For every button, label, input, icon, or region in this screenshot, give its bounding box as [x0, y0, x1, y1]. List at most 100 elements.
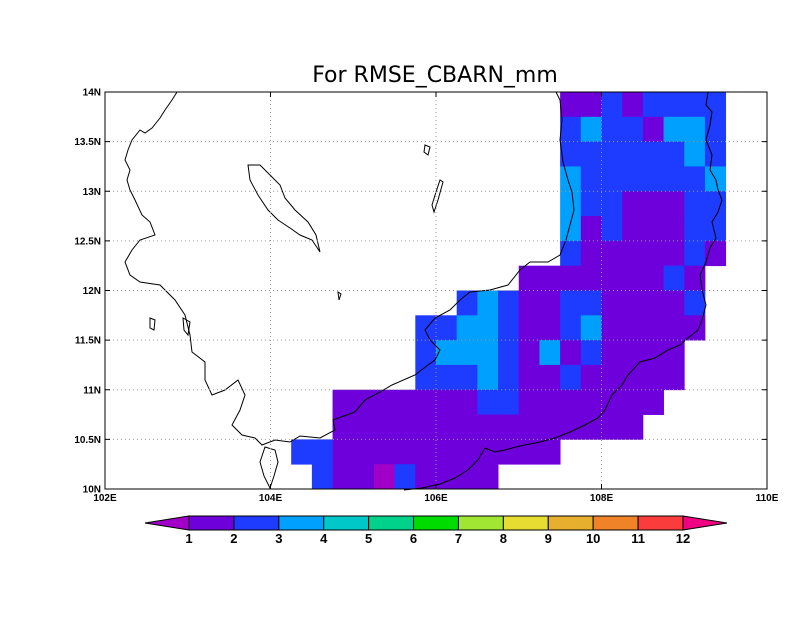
- y-tick-label: 13N: [83, 187, 101, 198]
- heatmap-cell: [560, 389, 582, 415]
- heatmap-cell: [518, 290, 540, 316]
- heatmap-cell: [456, 439, 478, 465]
- heatmap-cell: [539, 364, 561, 391]
- heatmap-cell: [436, 439, 458, 465]
- heatmap-cell: [663, 191, 685, 217]
- heatmap-cell: [373, 389, 396, 415]
- heatmap-cell: [415, 340, 437, 366]
- heatmap-cell: [518, 265, 540, 291]
- heatmap-cell: [539, 414, 561, 440]
- heatmap-cell: [580, 315, 602, 341]
- heatmap-cell: [580, 92, 602, 118]
- colorbar-label: 9: [545, 531, 552, 546]
- coastline-mainland: [124, 91, 575, 446]
- colorbar-low-arrow: [144, 515, 190, 531]
- colorbar-segment: [323, 515, 370, 531]
- heatmap-cell: [560, 141, 582, 167]
- y-tick-label: 13.5N: [74, 137, 101, 148]
- heatmap-cell: [436, 414, 458, 440]
- colorbar-segment: [368, 515, 415, 531]
- heatmap-cell: [560, 92, 582, 118]
- heatmap-cell: [518, 364, 540, 391]
- heatmap-cell: [580, 265, 602, 291]
- heatmap-cell: [622, 141, 644, 167]
- heatmap-cell: [394, 439, 416, 465]
- heatmap-cell: [642, 265, 664, 291]
- heatmap-cell: [704, 216, 727, 242]
- heatmap-cell: [332, 414, 354, 440]
- heatmap-cell: [415, 464, 437, 490]
- heatmap-cell: [332, 389, 354, 415]
- heatmap-cell: [477, 389, 499, 415]
- heatmap-cell: [601, 389, 623, 415]
- heatmap-cell: [663, 265, 685, 291]
- heatmap-cell: [622, 191, 644, 217]
- heatmap-cell: [477, 290, 499, 316]
- heatmap-cell: [622, 265, 644, 291]
- heatmap-cell: [518, 315, 540, 341]
- heatmap-cell: [601, 315, 623, 341]
- heatmap-cell: [622, 364, 644, 391]
- x-tick-label: 108E: [590, 493, 614, 504]
- heatmap-cell: [642, 389, 664, 415]
- y-tick-label: 11.5N: [75, 336, 101, 347]
- colorbar-label: 10: [586, 531, 600, 546]
- coastline-vietnam: [403, 91, 723, 491]
- heatmap-cell: [477, 464, 499, 490]
- heatmap-cell: [415, 439, 437, 465]
- heatmap-cell: [415, 414, 437, 440]
- heatmap-cell: [663, 315, 685, 341]
- heatmap-cell: [580, 389, 602, 415]
- heatmap-cell: [477, 340, 499, 366]
- colorbar-segment: [233, 515, 280, 531]
- heatmap-cell: [518, 389, 540, 415]
- heatmap-cell: [373, 439, 396, 465]
- colorbar-segment: [413, 515, 459, 531]
- heatmap-cell: [642, 191, 664, 217]
- heatmap-cell: [622, 340, 644, 366]
- y-tick-label: 12.5N: [74, 236, 101, 247]
- heatmap-cell: [415, 364, 437, 391]
- heatmap-cell: [456, 464, 478, 490]
- heatmap-cell: [477, 439, 499, 465]
- heatmap-cell: [353, 389, 375, 415]
- heatmap-cell: [498, 414, 520, 440]
- colorbar-label: 4: [320, 531, 328, 546]
- colorbar-label: 5: [365, 531, 372, 546]
- heatmap-cell: [622, 116, 644, 143]
- coastline-phu-quoc: [259, 446, 279, 490]
- heatmap-cell: [353, 414, 375, 440]
- heatmap-cell: [477, 315, 499, 341]
- colorbar-label: 6: [410, 531, 417, 546]
- x-tick-label: 106E: [424, 493, 448, 504]
- colorbar-label: 2: [230, 531, 237, 546]
- heatmap-cell: [518, 340, 540, 366]
- colorbar-label: 8: [500, 531, 507, 546]
- heatmap-cell: [580, 414, 602, 440]
- heatmap-cell: [704, 191, 727, 217]
- heatmap-cell: [498, 290, 520, 316]
- y-tick-label: 11N: [83, 385, 101, 396]
- y-tick-label: 10N: [83, 485, 101, 496]
- heatmap-cell: [498, 439, 520, 465]
- heatmap-cell: [704, 92, 727, 118]
- heatmap-cell: [560, 240, 582, 267]
- colorbar-high-arrow: [682, 515, 728, 531]
- colorbar-segment: [188, 515, 235, 531]
- y-tick-label: 14N: [83, 88, 101, 99]
- heatmap-cell: [642, 141, 664, 167]
- heatmap-cell: [663, 240, 685, 267]
- heatmap-cell: [601, 216, 623, 242]
- heatmap-cell: [684, 216, 706, 242]
- heatmap-cell: [580, 141, 602, 167]
- heatmap-cell: [601, 116, 623, 143]
- colorbar-label: 11: [631, 531, 645, 546]
- heatmap-cell: [539, 340, 561, 366]
- heatmap-cell: [663, 364, 685, 391]
- heatmap-cell: [704, 116, 727, 143]
- heatmap-cell: [456, 414, 478, 440]
- colorbar-segment: [592, 515, 639, 531]
- heatmap-cell: [436, 464, 458, 490]
- heatmap-cell: [580, 340, 602, 366]
